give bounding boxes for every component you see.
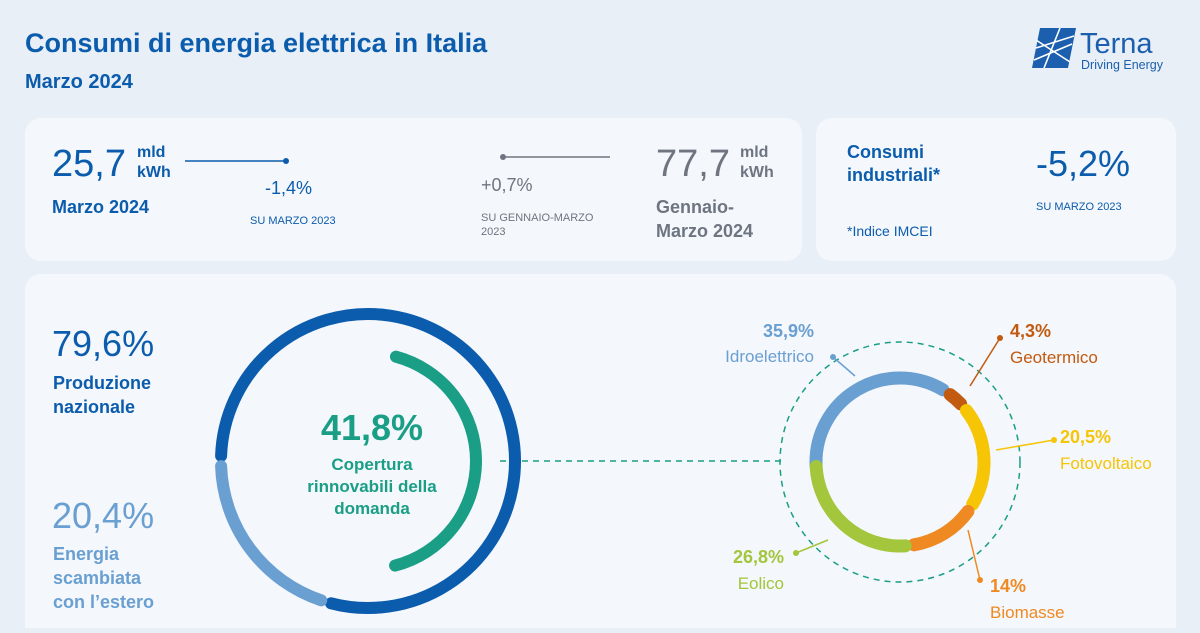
- mix-name: Geotermico: [1010, 348, 1098, 367]
- mix-name: Eolico: [738, 574, 784, 593]
- exchange-text: Energia: [53, 544, 120, 564]
- kpi-period: Marzo 2024: [656, 221, 753, 241]
- industrial-card: [816, 118, 1176, 261]
- leader-dot: [830, 354, 836, 360]
- kpi-value: 77,7: [656, 143, 730, 185]
- mix-arc: [809, 371, 950, 473]
- industrial-value: -5,2%: [1036, 143, 1130, 184]
- title: Consumi di energia elettrica in Italia: [25, 28, 488, 58]
- kpi-change: -1,4%: [265, 178, 312, 198]
- kpi-card: [25, 118, 802, 261]
- national-arc: [215, 308, 521, 614]
- connector-dot: [283, 158, 289, 164]
- kpi-change-ref: SU MARZO 2023: [250, 215, 336, 227]
- mix-arc: [907, 504, 975, 552]
- mix-value: 26,8%: [733, 547, 784, 567]
- kpi-period: Marzo 2024: [52, 197, 149, 217]
- industrial-label: Consumi: [847, 142, 924, 162]
- leader-line: [969, 337, 1001, 387]
- leader-line: [967, 529, 981, 581]
- renewables-text: domanda: [334, 499, 410, 518]
- exchange-text: scambiata: [53, 568, 142, 588]
- supply-card: [25, 274, 1176, 633]
- leader-dot: [997, 335, 1003, 341]
- logo-name: Terna: [1080, 28, 1153, 60]
- logo-tagline: Driving Energy: [1081, 58, 1164, 72]
- mix-name: Idroelettrico: [725, 347, 814, 366]
- mix-arc: [943, 388, 968, 411]
- kpi-unit: mld: [740, 144, 768, 161]
- renewables-text: Copertura: [331, 455, 413, 474]
- national-value: 79,6%: [52, 323, 154, 364]
- leader-dot: [1051, 437, 1057, 443]
- leader-line: [795, 539, 829, 554]
- kpi-unit: mld: [137, 144, 165, 161]
- exchange-arc: [215, 460, 328, 607]
- mix-value: 35,9%: [763, 321, 814, 341]
- industrial-note: *Indice IMCEI: [847, 223, 933, 239]
- kpi-value: 25,7: [52, 143, 126, 185]
- national-text: Produzione: [53, 373, 151, 393]
- renewables-text: rinnovabili della: [307, 477, 437, 496]
- leader-line: [995, 439, 1055, 451]
- renewables-arc: [389, 350, 482, 572]
- kpi-period: Gennaio-: [656, 197, 734, 217]
- kpi-change-ref: SU GENNAIO-MARZO: [481, 212, 594, 224]
- mix-name: Biomasse: [990, 603, 1065, 622]
- industrial-change-ref: SU MARZO 2023: [1036, 201, 1122, 213]
- mix-arc: [959, 404, 991, 511]
- exchange-value: 20,4%: [52, 495, 154, 536]
- national-text: nazionale: [53, 397, 135, 417]
- mix-arc: [809, 460, 912, 553]
- leader-line: [832, 356, 856, 377]
- kpi-change-ref: 2023: [481, 226, 505, 238]
- kpi-unit: kWh: [137, 164, 171, 181]
- logo-lines: [1033, 27, 1075, 69]
- mix-outline: [779, 341, 1021, 583]
- industrial-label: industriali*: [847, 165, 940, 185]
- connector-dot: [500, 154, 506, 160]
- subtitle: Marzo 2024: [25, 71, 134, 93]
- leader-dot: [977, 577, 983, 583]
- renewables-value: 41,8%: [321, 407, 423, 448]
- mix-value: 4,3%: [1010, 321, 1051, 341]
- leader-dot: [793, 550, 799, 556]
- mix-value: 14%: [990, 576, 1026, 596]
- kpi-change: +0,7%: [481, 175, 533, 195]
- exchange-text: con l’estero: [53, 592, 154, 612]
- mix-value: 20,5%: [1060, 427, 1111, 447]
- kpi-unit: kWh: [740, 164, 774, 181]
- logo: Terna Driving Energy: [1032, 27, 1164, 72]
- mix-name: Fotovoltaico: [1060, 454, 1152, 473]
